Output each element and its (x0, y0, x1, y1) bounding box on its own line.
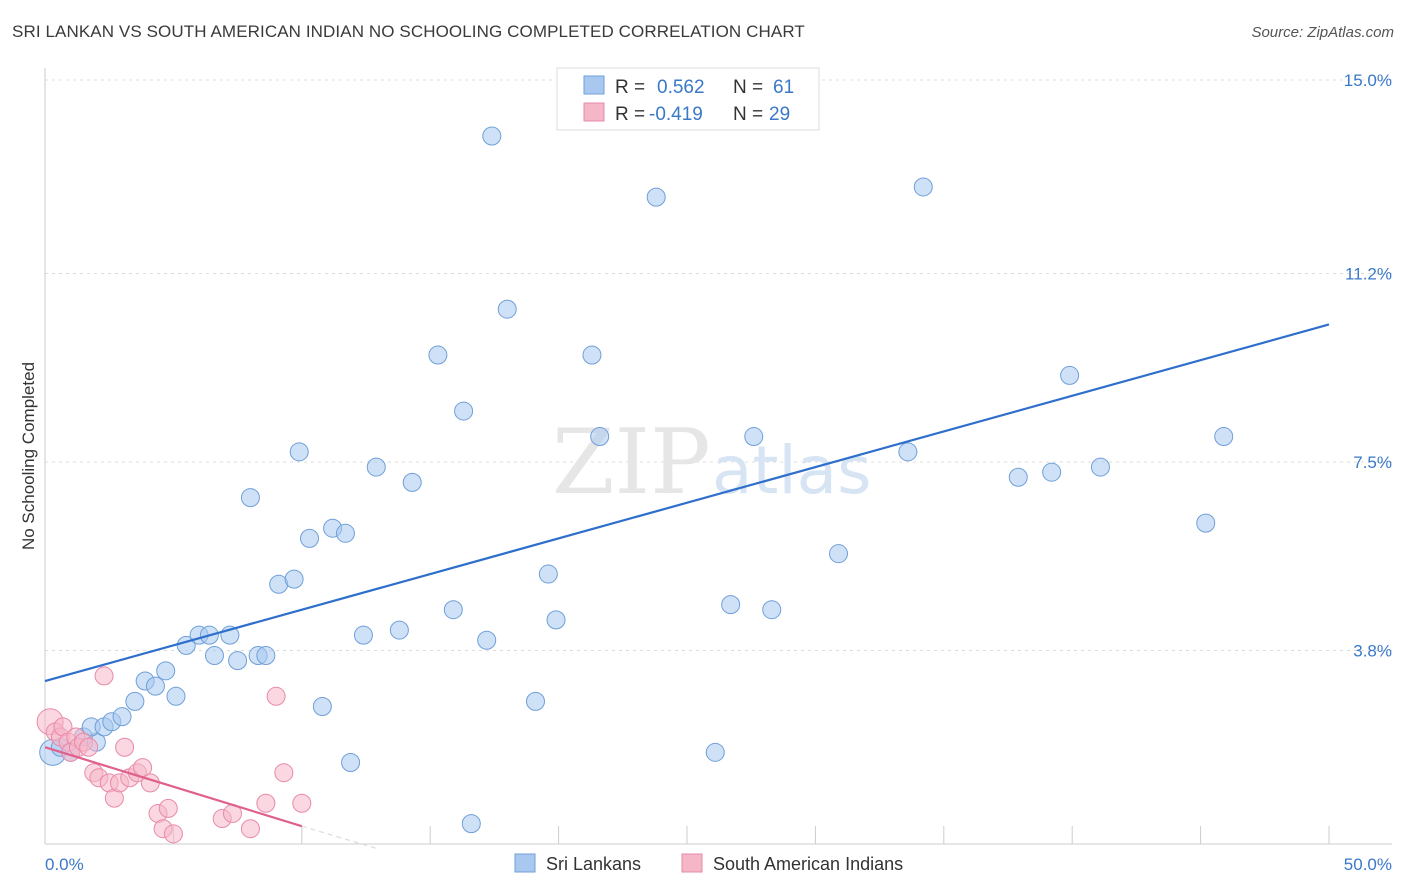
bottom-legend-label-sri-lankans: Sri Lankans (546, 854, 641, 874)
y-tick-label-3: 15.0% (1344, 71, 1392, 90)
bottom-legend-label-south-american-indians: South American Indians (713, 854, 903, 874)
legend-r-value-0: 0.562 (657, 77, 705, 98)
point-sri-lankan (461, 814, 481, 834)
legend-n-label-1: N = (733, 104, 763, 125)
legend-r-label-1: R = (615, 104, 645, 125)
point-sri-lankan (300, 528, 320, 548)
point-sri-lankan (744, 427, 764, 447)
point-sri-lankan (497, 299, 517, 319)
point-sri-lankan (582, 345, 602, 365)
point-sri-lankan (341, 753, 361, 773)
trend-lines (44, 323, 1330, 850)
point-sri-lankan (228, 651, 248, 671)
chart-title: SRI LANKAN VS SOUTH AMERICAN INDIAN NO S… (12, 22, 805, 41)
point-south-american-indian (79, 737, 99, 757)
point-south-american-indian (292, 793, 312, 813)
watermark-zip: ZIP (552, 410, 711, 515)
watermark: ZIP atlas (552, 410, 872, 515)
chart-source: Source: ZipAtlas.com (1251, 24, 1394, 41)
point-sri-lankan (366, 457, 386, 477)
point-sri-lankan (525, 691, 545, 711)
trend-line-south-american-indians (44, 746, 303, 828)
grid-lines (45, 79, 1392, 651)
bottom-legend-swatch-south-american-indians (681, 853, 703, 873)
point-south-american-indian (115, 737, 135, 757)
bottom-legend-swatch-sri-lankans (514, 853, 536, 873)
point-sri-lankan (353, 625, 373, 645)
point-sri-lankan (112, 707, 132, 727)
point-sri-lankan (913, 177, 933, 197)
point-sri-lankan (1042, 462, 1062, 482)
trend-line-sri-lankans (44, 323, 1330, 683)
point-sri-lankan (721, 595, 741, 615)
point-sri-lankan (705, 742, 725, 762)
legend-n-value-1: 29 (769, 104, 790, 125)
x-tick-label-1: 50.0% (1344, 855, 1392, 874)
legend-swatch-south-american-indians (583, 102, 605, 122)
x-tick-label-0: 0.0% (45, 855, 84, 874)
point-sri-lankan (482, 126, 502, 146)
tick-labels: 3.8% 7.5% 11.2% 15.0% 0.0% 50.0% (45, 71, 1392, 874)
point-sri-lankan (829, 544, 849, 564)
point-sri-lankan (312, 696, 332, 716)
point-sri-lankan (1196, 513, 1216, 533)
y-tick-label-0: 3.8% (1353, 641, 1392, 660)
point-sri-lankan (590, 427, 610, 447)
point-south-american-indian (266, 686, 286, 706)
point-sri-lankan (166, 686, 186, 706)
point-sri-lankan (538, 564, 558, 584)
point-south-american-indian (158, 798, 178, 818)
point-sri-lankan (546, 610, 566, 630)
point-sri-lankan (204, 646, 224, 666)
legend-r-value-1: -0.419 (649, 104, 703, 125)
y-tick-label-2: 11.2% (1345, 265, 1392, 284)
legend-r-label-0: R = (615, 77, 645, 98)
point-sri-lankan (477, 630, 497, 650)
point-sri-lankan (1060, 365, 1080, 385)
point-sri-lankan (284, 569, 304, 589)
point-south-american-indian (163, 824, 183, 844)
point-sri-lankan (1008, 467, 1028, 487)
trend-line-extension (301, 825, 380, 850)
point-south-american-indian (240, 819, 260, 839)
legend-bottom: Sri Lankans South American Indians (514, 853, 903, 874)
point-sri-lankan (125, 691, 145, 711)
point-sri-lankan (1090, 457, 1110, 477)
point-south-american-indian (94, 666, 114, 686)
y-axis-label: No Schooling Completed (19, 362, 38, 550)
point-sri-lankan (240, 488, 260, 508)
point-sri-lankan (402, 472, 422, 492)
point-sri-lankan (762, 600, 782, 620)
y-tick-label-1: 7.5% (1353, 453, 1392, 472)
point-south-american-indian (256, 793, 276, 813)
legend-n-value-0: 61 (773, 77, 794, 98)
point-sri-lankan (289, 442, 309, 462)
point-sri-lankan (443, 600, 463, 620)
series-south-american-indians (36, 666, 312, 844)
point-sri-lankan (156, 661, 176, 681)
legend-n-label-0: N = (733, 77, 763, 98)
point-sri-lankan (1214, 427, 1234, 447)
legend-top: R = 0.562 N = 61 R = -0.419 N = 29 (556, 67, 820, 131)
point-south-american-indian (274, 763, 294, 783)
legend-swatch-sri-lankans (583, 75, 605, 95)
point-sri-lankan (389, 620, 409, 640)
point-sri-lankan (898, 442, 918, 462)
point-sri-lankan (335, 523, 355, 543)
point-sri-lankan (256, 646, 276, 666)
point-sri-lankan (428, 345, 448, 365)
watermark-atlas: atlas (712, 432, 872, 509)
point-sri-lankan (646, 187, 666, 207)
point-sri-lankan (145, 676, 165, 696)
point-sri-lankan (454, 401, 474, 421)
